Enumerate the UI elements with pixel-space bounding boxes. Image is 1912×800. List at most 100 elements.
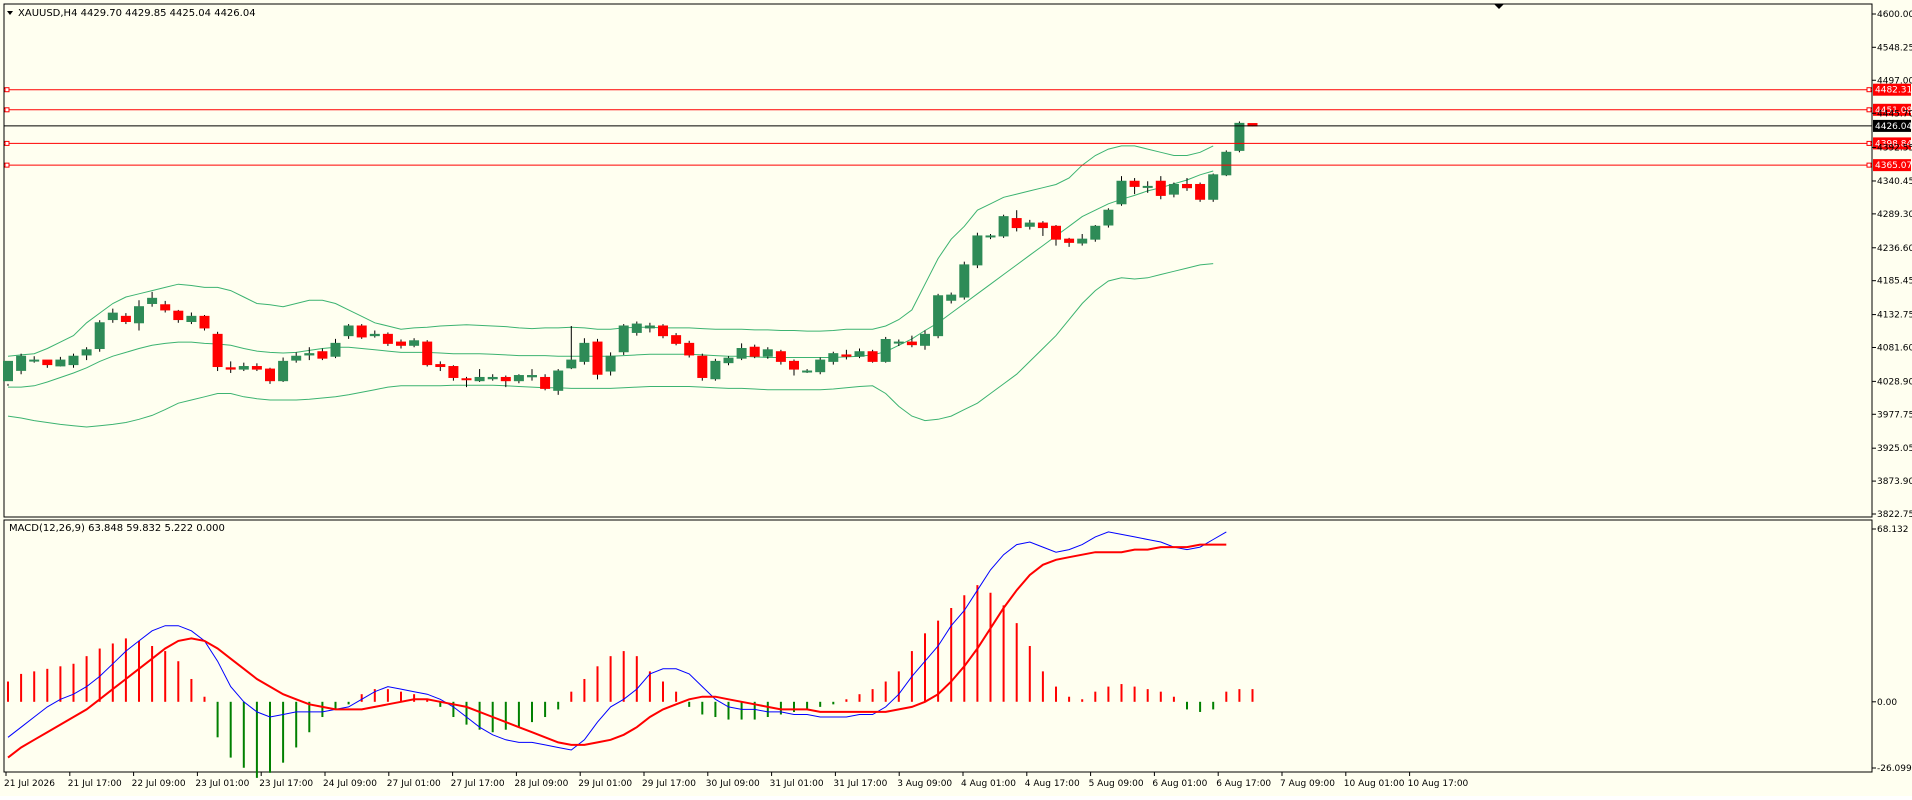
candle-body	[396, 341, 406, 346]
candle-body	[605, 355, 616, 372]
menu-triangle-icon[interactable]	[7, 11, 13, 15]
price-tick-label: 4132.75	[1877, 311, 1912, 321]
candle-body	[815, 359, 826, 373]
level-handle	[1866, 87, 1872, 93]
price-tick-label: 3977.75	[1877, 410, 1912, 420]
candle-body	[343, 325, 354, 337]
price-level-tag	[1873, 119, 1911, 132]
candle-body	[435, 364, 446, 368]
candle-body	[749, 346, 760, 357]
candle-body	[906, 341, 917, 346]
candle-body	[920, 333, 930, 346]
candle-body	[828, 353, 839, 362]
candle-body	[68, 355, 79, 366]
time-tick-label: 31 Jul 01:00	[770, 779, 824, 789]
candle-body	[291, 355, 302, 361]
candle-body	[933, 295, 944, 337]
candle-body	[461, 378, 472, 381]
candle-body	[500, 376, 511, 382]
level-handle	[4, 87, 10, 93]
candle-body	[225, 367, 236, 370]
time-tick-label: 31 Jul 17:00	[833, 779, 887, 789]
time-tick-label: 22 Jul 09:00	[132, 779, 186, 789]
candle-body	[107, 312, 118, 321]
candle-body	[658, 325, 668, 337]
level-handle	[4, 140, 10, 146]
price-level-tag	[1873, 137, 1911, 150]
candle-body	[959, 264, 970, 298]
price-tick-label: 4289.30	[1877, 210, 1912, 220]
candle-body	[998, 216, 1009, 237]
candle-body	[540, 376, 551, 389]
price-tick-label: 4081.60	[1877, 343, 1912, 353]
candle-body	[762, 349, 773, 357]
price-level-label: 4451.08	[1875, 106, 1912, 116]
level-handle	[4, 107, 10, 113]
macd-tick-label: 68.132	[1877, 525, 1909, 535]
candle-body	[369, 333, 380, 337]
candle-body	[1024, 222, 1035, 227]
price-tick-label: 4600.00	[1877, 10, 1912, 20]
price-tick-label: 4236.60	[1877, 244, 1912, 254]
candle-body	[1077, 238, 1088, 244]
macd-series	[7, 531, 1254, 778]
band-upper-line	[7, 145, 1214, 357]
candle-body	[631, 323, 642, 333]
candle-body	[867, 351, 878, 362]
candle-body	[1090, 225, 1101, 240]
candle-body	[81, 349, 92, 356]
macd-axis: 68.132 0.00 -26.099	[1872, 525, 1912, 774]
candle-body	[16, 355, 27, 371]
macd-signal-line	[7, 543, 1227, 759]
candle-body	[579, 342, 590, 362]
candle-body	[697, 355, 708, 378]
candle-body	[422, 341, 433, 366]
candle-body	[317, 351, 328, 359]
candle-body	[736, 348, 747, 359]
candle-body	[1142, 185, 1153, 188]
time-tick-label: 23 Jul 01:00	[195, 779, 249, 789]
time-tick-label: 6 Aug 01:00	[1152, 779, 1207, 789]
candle-body	[513, 375, 524, 382]
price-pane[interactable]	[3, 3, 1873, 518]
candles	[3, 121, 1258, 395]
price-level-label: 4365.07	[1875, 161, 1912, 171]
candle-body	[946, 294, 957, 301]
price-lines: 4482.31 4451.08 4426.04 4398.84 4365.07	[4, 83, 1912, 172]
price-tick-label: 4028.90	[1877, 377, 1912, 387]
candle-body	[644, 325, 655, 329]
candle-body	[474, 376, 485, 382]
candle-body	[42, 359, 53, 366]
candle-body	[199, 315, 210, 329]
macd-header: MACD(12,26,9) 63.848 59.832 5.222 0.000	[9, 523, 225, 534]
price-tick-label: 3925.05	[1877, 444, 1912, 454]
candle-body	[1234, 122, 1245, 151]
price-tick-label: 4340.45	[1877, 177, 1912, 187]
price-tick-label: 4392.55	[1877, 143, 1912, 153]
macd-pane[interactable]	[3, 519, 1873, 773]
time-tick-label: 29 Jul 17:00	[642, 779, 696, 789]
candle-body	[1011, 218, 1022, 229]
shift-marker-icon	[1494, 4, 1504, 9]
time-tick-label: 6 Aug 17:00	[1216, 779, 1271, 789]
candle-body	[134, 306, 144, 324]
candle-body	[382, 333, 393, 344]
time-tick-label: 28 Jul 09:00	[514, 779, 568, 789]
candle-body	[671, 335, 682, 344]
candle-body	[173, 310, 184, 321]
time-tick-label: 27 Jul 01:00	[387, 779, 441, 789]
time-tick-label: 21 Jul 2026	[4, 779, 55, 789]
time-tick-label: 10 Aug 01:00	[1344, 779, 1405, 789]
time-tick-label: 23 Jul 17:00	[259, 779, 313, 789]
candle-body	[592, 341, 603, 375]
candle-body	[1103, 209, 1114, 226]
candle-body	[1168, 183, 1179, 195]
level-handle	[4, 162, 10, 168]
candle-body	[618, 325, 629, 353]
candle-body	[789, 360, 799, 370]
time-tick-label: 7 Aug 09:00	[1280, 779, 1335, 789]
symbol-header: XAUUSD,H4 4429.70 4429.85 4425.04 4426.0…	[18, 8, 256, 19]
candle-body	[985, 235, 996, 238]
